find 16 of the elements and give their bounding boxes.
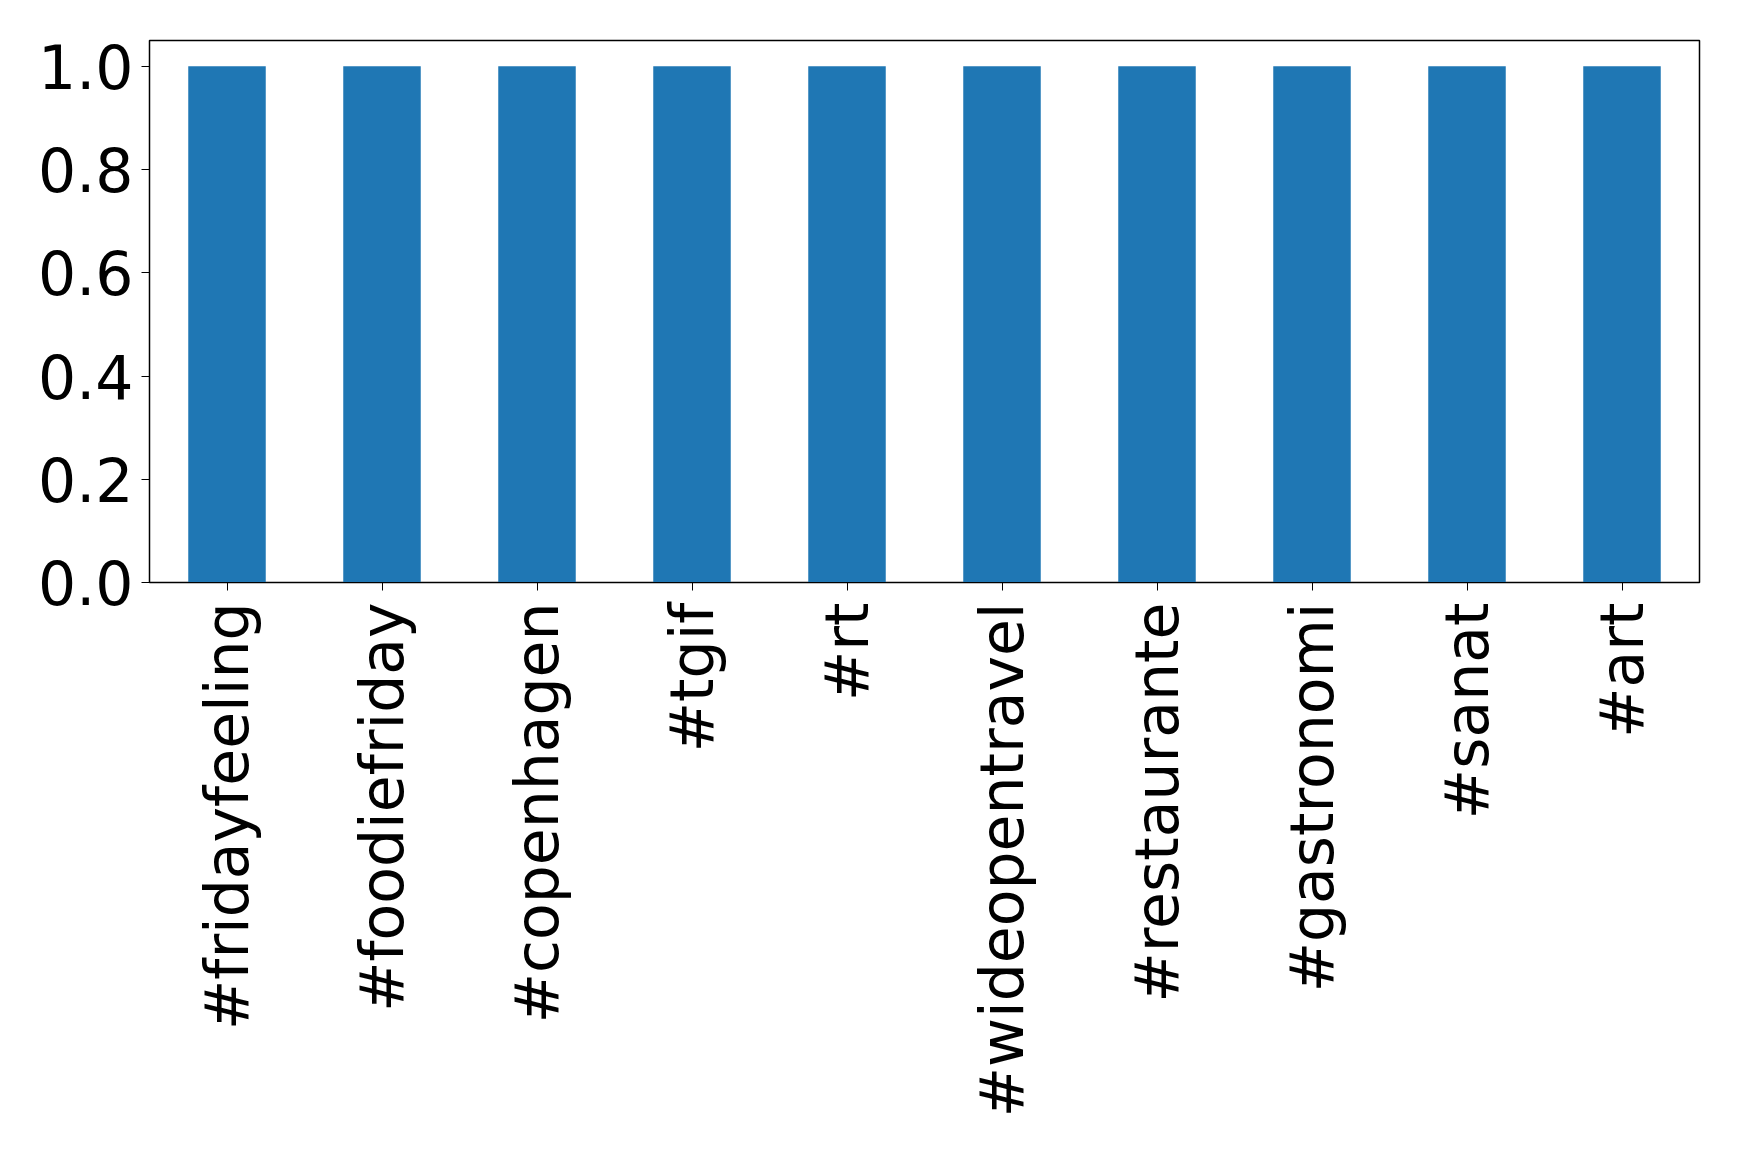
x-tick-label: #tgif [657, 600, 727, 753]
y-tick-label: 0.2 [38, 445, 134, 516]
x-tick-label: #restaurante [1122, 602, 1192, 1003]
x-tick-label: #sanat [1432, 602, 1502, 820]
x-tick-label: #wideopentravel [967, 602, 1037, 1118]
x-tick-label: #rt [812, 602, 882, 701]
y-tick-label: 0.6 [38, 239, 134, 310]
x-tick-label: #gastronomi [1277, 602, 1347, 993]
x-tick-label: #fridayfeeling [192, 602, 262, 1030]
x-tick-label: #foodiefriday [347, 602, 417, 1012]
x-tick-label: #art [1587, 602, 1657, 738]
y-tick-label: 0.0 [38, 549, 134, 619]
x-tick-label: #copenhagen [502, 602, 572, 1024]
y-tick-label: 1.0 [38, 32, 134, 103]
y-tick-label: 0.8 [38, 136, 134, 207]
y-tick-label: 0.4 [38, 342, 134, 413]
